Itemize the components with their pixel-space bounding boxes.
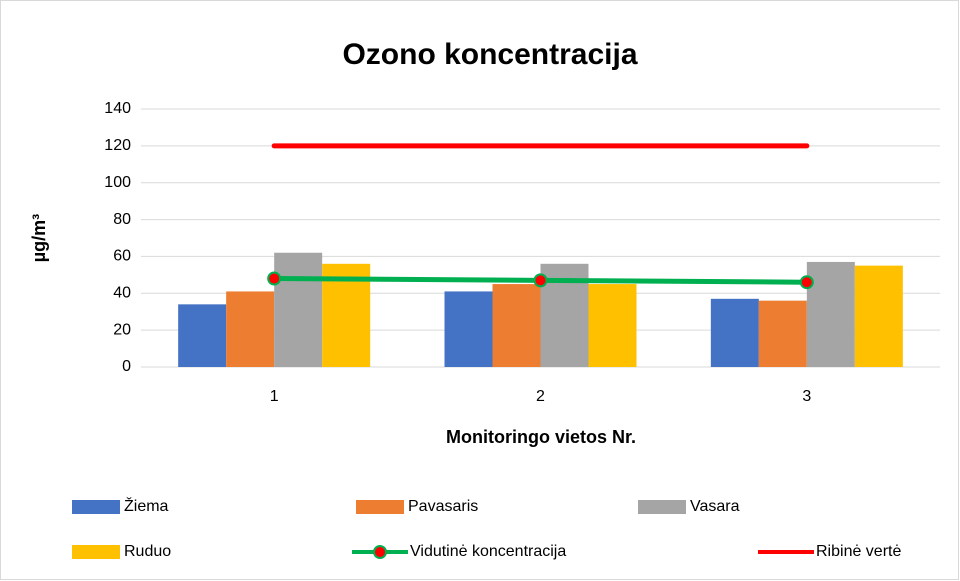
y-tick-label: 100 xyxy=(104,174,131,191)
legend-swatch xyxy=(638,500,686,514)
y-axis-title: µg/m³ xyxy=(29,214,49,262)
bar xyxy=(274,252,323,367)
y-tick-label: 40 xyxy=(113,285,131,302)
chart-title: Ozono koncentracija xyxy=(342,38,637,71)
legend-label: Vidutinė koncentracija xyxy=(410,543,566,560)
bar xyxy=(444,291,493,367)
bar xyxy=(854,265,903,367)
legend-label: Žiema xyxy=(124,496,169,515)
x-axis-title: Monitoringo vietos Nr. xyxy=(446,427,636,447)
bar xyxy=(226,291,275,367)
bar xyxy=(492,284,541,367)
legend-marker xyxy=(373,545,387,559)
legend-swatch xyxy=(72,500,120,514)
bar xyxy=(758,300,807,367)
y-tick-label: 0 xyxy=(122,358,131,375)
y-tick-label: 20 xyxy=(113,321,131,338)
y-tick-label: 80 xyxy=(113,211,131,228)
y-tick-label: 140 xyxy=(104,100,131,117)
legend-swatch xyxy=(356,500,404,514)
legend-label: Vasara xyxy=(690,498,740,515)
x-tick-label: 1 xyxy=(270,388,279,405)
y-tick-label: 60 xyxy=(113,248,131,265)
legend-label: Ribinė vertė xyxy=(816,543,901,560)
line-marker xyxy=(799,275,814,290)
bar xyxy=(806,261,855,367)
line-marker xyxy=(267,271,282,286)
y-tick-label: 120 xyxy=(104,137,131,154)
x-tick-label: 3 xyxy=(802,388,811,405)
legend-label: Pavasaris xyxy=(408,498,478,515)
legend-swatch xyxy=(72,545,120,559)
bar xyxy=(710,298,759,367)
x-tick-label: 2 xyxy=(536,388,545,405)
bar xyxy=(588,284,637,367)
legend-label: Ruduo xyxy=(124,543,171,560)
bar xyxy=(178,304,227,367)
line-marker xyxy=(533,273,548,288)
